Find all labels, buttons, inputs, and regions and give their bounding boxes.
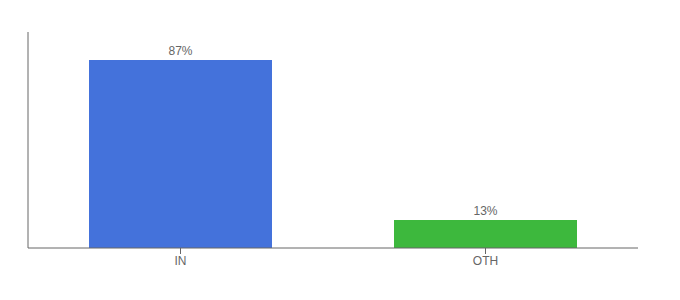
svg-text:IN: IN [175,254,187,268]
svg-text:13%: 13% [473,204,497,218]
svg-text:OTH: OTH [473,254,498,268]
svg-text:87%: 87% [168,44,192,58]
